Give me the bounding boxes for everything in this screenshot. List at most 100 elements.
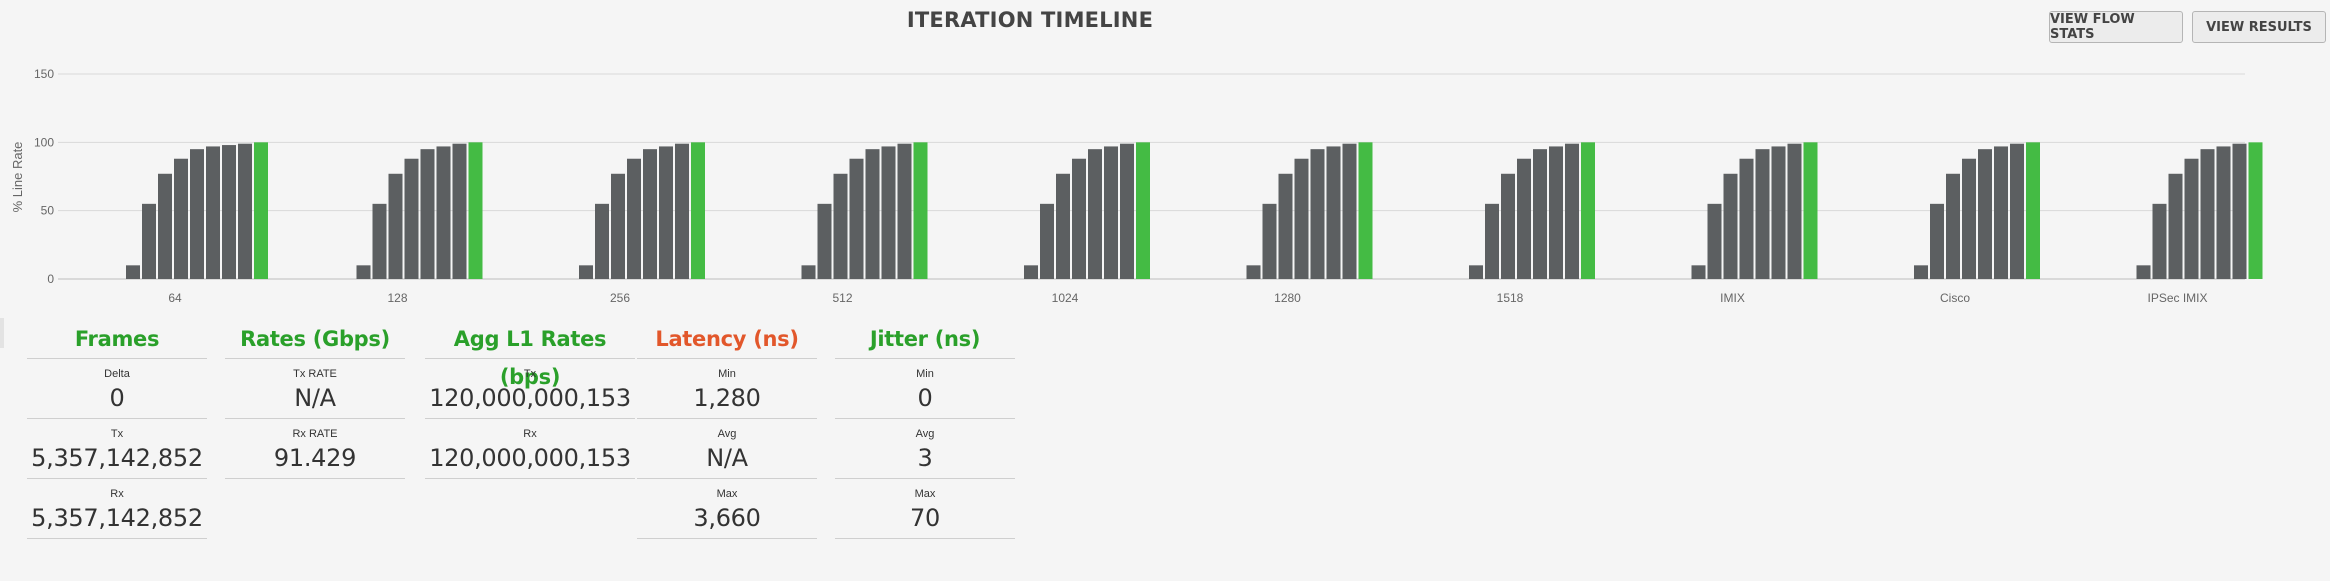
bar-1280-3 [1278,173,1293,279]
frames-header: Frames [27,320,207,359]
bar-256-3 [611,173,625,279]
y-tick-label-100: 100 [34,135,54,149]
bar-imix-8 [1803,142,1818,279]
jitter-min-label: Min [916,368,934,380]
bar-128-6 [436,146,451,279]
latency-max-value: 3,660 [693,504,761,532]
frames-delta-label: Delta [104,368,130,380]
bar-1518-1 [1469,265,1483,279]
agg-tx-value: 120,000,000,153 [429,384,631,412]
y-axis-label: % Line Rate [10,142,25,213]
bar-64-3 [158,173,172,279]
bar-1280-8 [1358,142,1373,279]
latency-header: Latency (ns) [637,320,817,359]
frames-tx-label: Tx [110,428,124,440]
bar-256-2 [595,203,609,279]
jitter-avg-value: 3 [917,444,933,472]
bar-cisco-1 [1914,265,1928,279]
latency-avg-value: N/A [706,444,748,472]
frames-rx-label: Rx [110,488,124,500]
bar-ipsec-imix-5 [2200,149,2215,279]
frames-delta-value: 0 [109,384,125,412]
x-tick-label-256: 256 [610,291,630,305]
bar-1024-5 [1088,149,1102,279]
agg-l1-rates-column: Agg L1 Rates (bps) Tx 120,000,000,153 Rx… [425,320,635,479]
bar-1024-3 [1056,173,1070,279]
agg-tx-label: Tx [523,368,537,380]
bar-1280-7 [1342,143,1357,279]
left-edge-marker [0,318,4,348]
bar-256-4 [627,158,641,279]
bar-128-3 [388,173,403,279]
x-tick-label-128: 128 [387,291,407,305]
x-tick-label-1024: 1024 [1052,291,1079,305]
latency-column: Latency (ns) Min 1,280 Avg N/A Max 3,660 [637,320,817,539]
bar-cisco-7 [2010,143,2024,279]
bar-256-1 [579,265,593,279]
rates-tx-label: Tx RATE [293,368,337,380]
bar-1024-4 [1072,158,1086,279]
jitter-min-value: 0 [917,384,933,412]
bar-1518-6 [1549,146,1563,279]
bar-256-7 [675,143,689,279]
bar-512-5 [865,149,880,279]
bar-64-9 [254,142,268,279]
latency-max-label: Max [716,488,738,500]
bar-128-2 [372,203,387,279]
bar-imix-5 [1755,149,1770,279]
bar-512-8 [913,142,928,279]
bar-ipsec-imix-3 [2168,173,2183,279]
bar-ipsec-imix-6 [2216,146,2231,279]
x-tick-label-512: 512 [832,291,852,305]
bar-1518-3 [1501,173,1515,279]
agg-rx-cell: Rx 120,000,000,153 [425,419,635,479]
latency-min-cell: Min 1,280 [637,359,817,419]
page-title: ITERATION TIMELINE [906,8,1154,32]
x-tick-label-ipsec-imix: IPSec IMIX [2147,291,2207,305]
jitter-max-cell: Max 70 [835,479,1015,539]
view-results-button[interactable]: VIEW RESULTS [2192,11,2326,43]
bar-cisco-5 [1978,149,1992,279]
bar-ipsec-imix-1 [2136,265,2151,279]
x-tick-label-1280: 1280 [1274,291,1301,305]
bar-ipsec-imix-8 [2248,142,2263,279]
jitter-avg-label: Avg [915,428,935,440]
bar-512-1 [801,265,816,279]
bar-imix-4 [1739,158,1754,279]
bar-1280-5 [1310,149,1325,279]
bar-64-1 [126,265,140,279]
bar-1518-4 [1517,158,1531,279]
rates-rx-value: 91.429 [273,444,357,472]
bar-128-1 [356,265,371,279]
latency-min-label: Min [718,368,736,380]
bar-128-8 [468,142,483,279]
agg-tx-cell: Tx 120,000,000,153 [425,359,635,419]
bar-512-3 [833,173,848,279]
bar-cisco-8 [2026,142,2040,279]
latency-max-cell: Max 3,660 [637,479,817,539]
rates-header: Rates (Gbps) [225,320,405,359]
y-tick-label-0: 0 [47,272,54,286]
jitter-max-value: 70 [910,504,940,532]
iteration-timeline-chart: 0 50 100 150 % Line Rate 64 128 256 512 1024 1280 1… [10,67,2263,305]
bar-imix-6 [1771,146,1786,279]
rates-rx-cell: Rx RATE 91.429 [225,419,405,479]
bar-cisco-3 [1946,173,1960,279]
bar-128-5 [420,149,435,279]
bar-256-6 [659,146,673,279]
bar-1280-1 [1246,265,1261,279]
bar-imix-2 [1707,203,1722,279]
bar-512-6 [881,146,896,279]
bar-256-5 [643,149,657,279]
frames-rx-cell: Rx 5,357,142,852 [27,479,207,539]
latency-min-value: 1,280 [693,384,761,412]
bar-cisco-4 [1962,158,1976,279]
bar-512-4 [849,158,864,279]
view-flow-stats-button[interactable]: VIEW FLOW STATS [2049,11,2183,43]
agg-l1-rates-header: Agg L1 Rates (bps) [425,320,635,389]
jitter-min-cell: Min 0 [835,359,1015,419]
bar-1024-6 [1104,146,1118,279]
x-tick-label-cisco: Cisco [1940,291,1970,305]
y-tick-label-50: 50 [41,204,55,218]
